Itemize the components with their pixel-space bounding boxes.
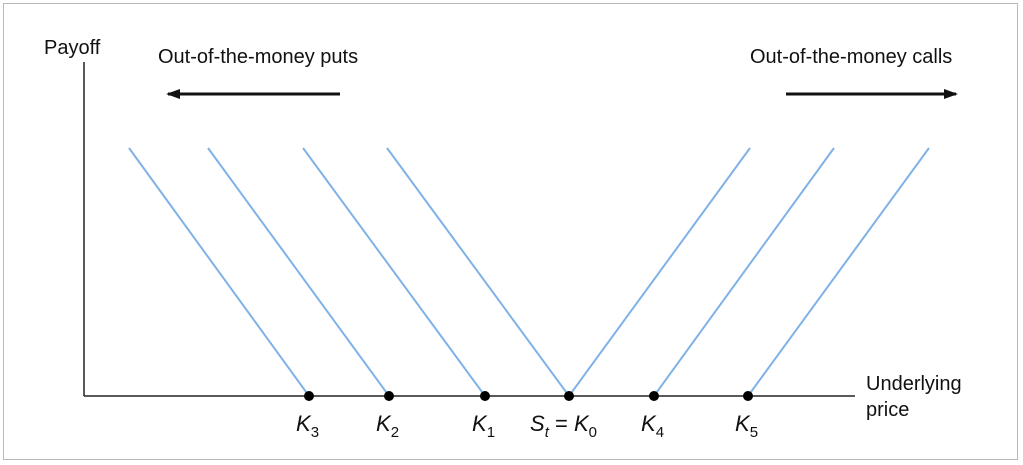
strike-dot-k3 xyxy=(304,391,314,401)
strike-dot-k4 xyxy=(649,391,659,401)
put-payoff-k0 xyxy=(386,147,570,397)
strike-dot-k5 xyxy=(743,391,753,401)
strike-k3-sub: 3 xyxy=(311,424,319,441)
strike-label-k2: K2 xyxy=(376,411,399,441)
x-axis-label-line1: Underlying xyxy=(866,373,962,395)
strike-dot-k2 xyxy=(384,391,394,401)
strike-k5-sub: 5 xyxy=(750,424,758,441)
strike-label-k3: K3 xyxy=(296,411,319,441)
strike-k0-pre: S xyxy=(530,411,545,436)
strike-k0-eq: = xyxy=(549,411,574,436)
y-axis-label: Payoff xyxy=(44,37,101,59)
strike-label-k1: K1 xyxy=(472,411,495,441)
strike-k2-sub: 2 xyxy=(391,424,399,441)
call-payoff-k0 xyxy=(568,147,751,397)
strike-k0-main: K xyxy=(574,411,590,436)
strike-k4-sub: 4 xyxy=(656,424,664,441)
puts-caption: Out-of-the-money puts xyxy=(158,46,358,68)
strike-label-k0: St = K0 xyxy=(530,411,597,441)
strike-k2-main: K xyxy=(376,411,392,436)
strike-k4-main: K xyxy=(641,411,657,436)
calls-caption: Out-of-the-money calls xyxy=(750,46,952,68)
strike-k0-sub: 0 xyxy=(589,424,597,441)
strike-k3-main: K xyxy=(296,411,312,436)
put-payoff-k1 xyxy=(302,147,486,397)
strike-dot-k0 xyxy=(564,391,574,401)
strike-k5-main: K xyxy=(735,411,751,436)
call-payoff-k5 xyxy=(747,147,930,397)
strike-k1-sub: 1 xyxy=(487,424,495,441)
strike-k0-pre-sub: t xyxy=(545,424,550,441)
put-payoff-k3 xyxy=(128,147,310,397)
x-axis-label-line2: price xyxy=(866,399,909,421)
figure-frame xyxy=(3,3,1018,460)
call-payoff-k4 xyxy=(653,147,835,397)
strike-label-k5: K5 xyxy=(735,411,758,441)
strike-dot-k1 xyxy=(480,391,490,401)
strike-label-k4: K4 xyxy=(641,411,664,441)
strike-k1-main: K xyxy=(472,411,488,436)
put-payoff-k2 xyxy=(207,147,390,397)
